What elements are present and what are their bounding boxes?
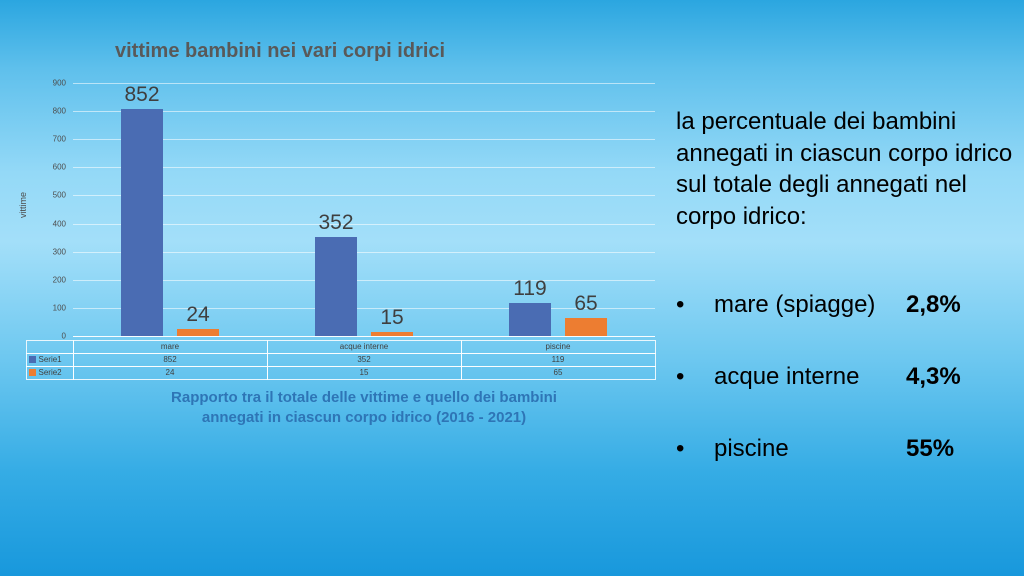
bar-data-label: 852 (124, 83, 160, 106)
table-header-mare: mare (72, 339, 268, 354)
percentages-intro-text: la percentuale dei bambini annegati in c… (676, 108, 1013, 231)
chart-caption-line2: annegati in ciascun corpo idrico (2016 -… (201, 409, 527, 427)
bar-data-label: 119 (513, 276, 547, 300)
bullet-item-acque-interne: • acque interne 4,3% (676, 363, 1016, 391)
table-value: 24 (72, 365, 268, 380)
category-group-mare: 852 24 (73, 83, 267, 336)
percentages-bullet-list: • mare (spiagge) 2,8% • acque interne 4,… (676, 291, 1016, 463)
right-text-panel: la percentuale dei bambini annegati in c… (676, 106, 1016, 463)
bullet-value: 2,8% (906, 290, 961, 318)
bar-wrap: 24 (177, 83, 219, 336)
bar-chart: vittime bambini nei vari corpi idrici vi… (18, 28, 663, 468)
chart-title: vittime bambini nei vari corpi idrici (115, 40, 446, 62)
bar-serie1-mare (121, 109, 163, 336)
bullet-item-mare: • mare (spiagge) 2,8% (676, 291, 1016, 319)
category-group-piscine: 119 65 (461, 83, 655, 336)
gridline (73, 251, 655, 253)
bar-wrap: 352 (315, 83, 357, 336)
y-tick-label: 900 (52, 78, 66, 88)
y-tick-label: 700 (52, 134, 66, 144)
bullet-icon: • (676, 362, 685, 390)
table-value: 65 (460, 365, 656, 380)
table-header-piscine: piscine (460, 339, 656, 354)
legend-key-icon (28, 356, 36, 363)
chart-caption: Rapporto tra il totale delle vittime e q… (73, 388, 655, 429)
table-corner-cell (25, 339, 74, 354)
bar-wrap: 852 (121, 83, 163, 336)
legend-serie2: Serie2 (25, 365, 74, 380)
gridline (73, 336, 655, 337)
legend-label: Serie1 (38, 354, 62, 364)
gridline (73, 307, 655, 309)
bar-serie1-piscine (509, 302, 551, 336)
y-tick-label: 500 (52, 190, 66, 200)
y-tick-label: 100 (52, 303, 66, 313)
bullet-label: acque interne (714, 362, 860, 390)
table-header-acque-interne: acque interne (266, 339, 462, 354)
plot: 852 24 352 15 119 65 (73, 83, 655, 337)
y-tick-label: 300 (52, 247, 66, 257)
bar-data-label: 15 (380, 305, 404, 329)
bar-serie2-piscine (565, 317, 607, 336)
y-tick-label: 0 (61, 331, 66, 341)
bullet-icon: • (676, 290, 685, 318)
gridline (73, 139, 655, 141)
bar-serie2-mare (177, 329, 219, 336)
table-value: 119 (460, 352, 656, 367)
bar-data-label: 24 (186, 303, 210, 327)
bullet-item-piscine: • piscine 55% (676, 435, 1016, 463)
table-value: 852 (72, 352, 268, 367)
bar-wrap: 119 (509, 83, 551, 336)
bar-wrap: 15 (371, 83, 413, 336)
table-value: 352 (266, 352, 462, 367)
bar-data-label: 65 (574, 291, 598, 315)
bar-wrap: 65 (565, 83, 607, 336)
bar-data-label: 352 (318, 211, 354, 235)
y-tick-label: 400 (52, 219, 66, 229)
bar-serie2-acque-interne (371, 331, 413, 336)
legend-label: Serie2 (38, 367, 62, 377)
y-tick-label: 800 (52, 106, 66, 116)
gridline (73, 111, 655, 113)
gridline (73, 195, 655, 197)
y-axis-ticks: 0 100 200 300 400 500 600 700 800 900 (32, 79, 66, 341)
gridline (73, 83, 655, 84)
chart-data-table: mare acque interne piscine Serie1 852 352 119 S… (25, 339, 656, 380)
bullet-label: mare (spiagge) (714, 290, 876, 318)
chart-caption-line1: Rapporto tra il totale delle vittime e q… (171, 389, 557, 406)
y-axis-title: vittime (18, 191, 29, 219)
y-tick-label: 200 (52, 275, 66, 285)
category-group-acque-interne: 352 15 (267, 83, 461, 336)
table-value: 15 (266, 365, 462, 380)
y-tick-label: 600 (52, 162, 66, 172)
bar-serie1-acque-interne (315, 237, 357, 336)
gridline (73, 279, 655, 281)
gridline (73, 167, 655, 169)
legend-serie1: Serie1 (25, 352, 74, 367)
legend-key-icon (28, 369, 36, 376)
gridlines (73, 83, 655, 337)
bullet-label: piscine (714, 434, 789, 462)
bullet-value: 4,3% (906, 362, 961, 390)
bullet-icon: • (676, 434, 685, 462)
plot-area: 852 24 352 15 119 65 (73, 83, 655, 336)
bullet-value: 55% (906, 434, 955, 462)
gridline (73, 223, 655, 225)
